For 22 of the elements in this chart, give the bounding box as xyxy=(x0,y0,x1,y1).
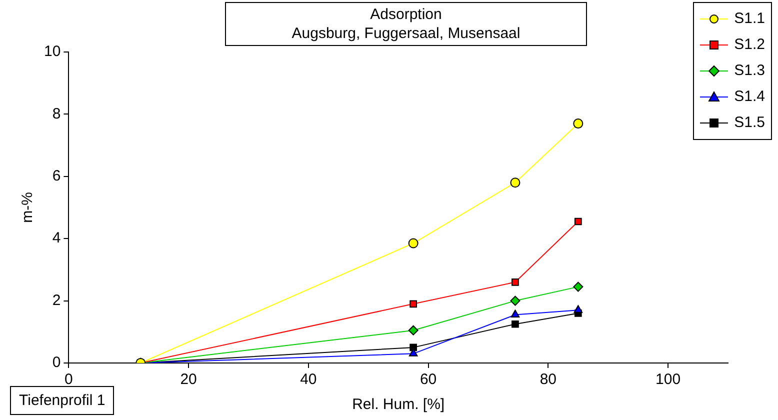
chart-subtitle: Augsburg, Fuggersaal, Musensaal xyxy=(290,24,522,43)
chart-title: Adsorption xyxy=(369,5,443,24)
y-tick-label: 0 xyxy=(52,354,61,372)
x-tick-label: 100 xyxy=(656,371,681,388)
y-tick-label: 10 xyxy=(44,43,61,60)
x-tick-label: 60 xyxy=(420,371,437,388)
y-tick-label: 6 xyxy=(52,168,61,185)
legend-label: S1.1 xyxy=(734,10,765,27)
x-tick-label: 40 xyxy=(300,371,317,388)
x-tick-label: 80 xyxy=(540,371,557,388)
legend-label: S1.3 xyxy=(734,62,765,79)
x-tick-label: 0 xyxy=(64,371,73,388)
y-tick-label: 2 xyxy=(52,292,61,309)
x-tick-label: 20 xyxy=(180,371,197,388)
text: Tiefenprofil 1 xyxy=(19,392,106,409)
legend-label: S1.5 xyxy=(734,114,765,131)
x-axis-title: Rel. Hum. [%] xyxy=(352,396,445,414)
legend-label: S1.4 xyxy=(734,88,765,105)
y-tick-label: 8 xyxy=(52,105,61,122)
y-tick-label: 4 xyxy=(52,230,61,247)
y-axis-title: m-% xyxy=(19,192,36,223)
legend-label: S1.2 xyxy=(734,36,765,53)
